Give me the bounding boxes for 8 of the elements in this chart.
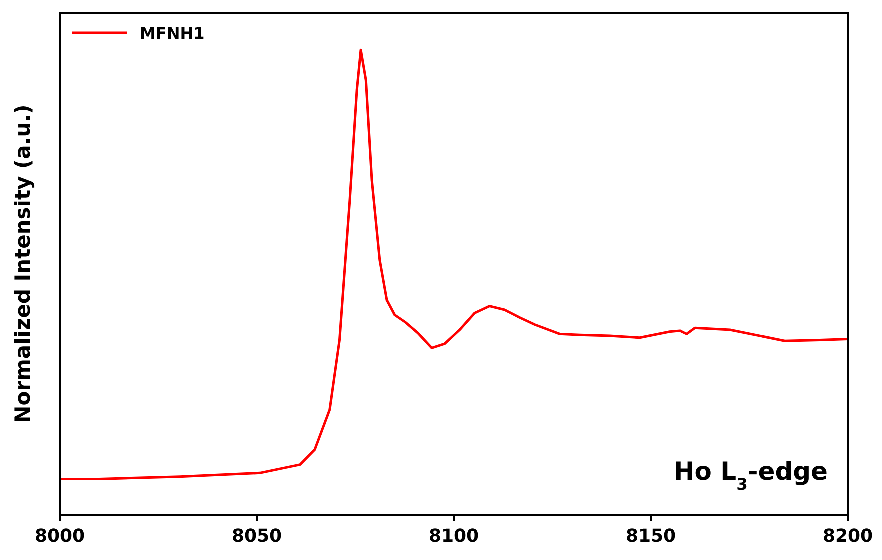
x-tick-label: 8100 <box>428 526 480 547</box>
y-axis-title: Normalized Intensity (a.u.) <box>11 104 35 424</box>
x-tick-label: 8000 <box>34 526 86 547</box>
x-tick-label: 8050 <box>232 526 282 547</box>
legend-label: MFNH1 <box>140 24 205 43</box>
x-tick-label: 8200 <box>822 526 874 547</box>
annotation: Ho L$_{3}$-edge <box>674 457 828 494</box>
x-tick-label: 8150 <box>626 526 676 547</box>
